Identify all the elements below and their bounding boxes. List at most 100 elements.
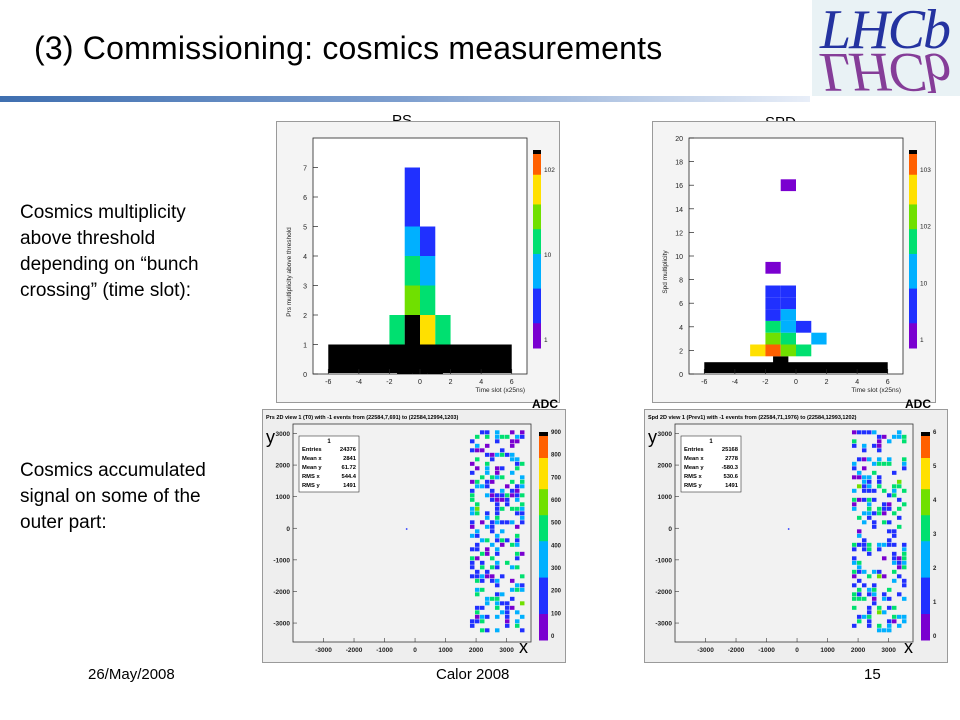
y-tick-label: 18	[675, 160, 683, 167]
stats-key: Entries	[302, 447, 322, 453]
hit-cell	[896, 560, 902, 565]
hit-cell	[504, 614, 510, 619]
hit-cell	[469, 520, 475, 525]
hit-cell	[474, 506, 480, 511]
x-tick-label: -2000	[728, 647, 745, 654]
z-tick-label: 600	[551, 498, 562, 504]
z-colorbar-segment	[909, 328, 917, 334]
z-colorbar-segment	[539, 572, 548, 579]
z-colorbar-segment	[921, 489, 930, 495]
hit-cell	[901, 556, 907, 561]
hit-cell	[891, 560, 897, 565]
histogram-bin	[404, 285, 420, 315]
z-colorbar-segment	[539, 603, 548, 610]
hit-cell	[896, 430, 902, 435]
z-colorbar-segment	[909, 278, 917, 285]
stats-key: Mean y	[302, 465, 322, 471]
histogram-bin	[780, 179, 796, 192]
hit-cell	[896, 614, 902, 619]
z-colorbar-segment	[539, 504, 548, 511]
hit-cell	[856, 457, 862, 462]
z-colorbar-segment	[909, 239, 917, 245]
hit-cell	[866, 587, 872, 592]
adc-label-line: ADC	[532, 397, 558, 411]
hit-cell	[519, 587, 525, 592]
hit-cell	[851, 605, 857, 610]
hit-cell	[499, 538, 505, 543]
histogram-bin	[389, 315, 405, 345]
hit-cell	[479, 628, 485, 633]
hit-cell	[469, 493, 475, 498]
z-colorbar-segment	[921, 582, 930, 589]
z-colorbar-segment	[921, 608, 930, 615]
z-colorbar-top	[921, 432, 930, 436]
y-tick-label: 6	[303, 195, 307, 202]
hit-cell	[489, 457, 495, 462]
hit-cell	[514, 457, 520, 462]
hit-cell	[469, 448, 475, 453]
histogram-bin	[765, 332, 781, 345]
logo-word: LHCb	[820, 0, 951, 61]
hit-cell	[861, 596, 867, 601]
hit-cell	[509, 542, 515, 547]
hit-cell	[474, 605, 480, 610]
hit-cell	[876, 574, 882, 579]
hit-cell	[504, 434, 510, 439]
plot-title: Prs 2D view 1 (T0) with -1 events from (…	[266, 415, 458, 421]
hit-cell	[494, 506, 500, 511]
hit-cell	[876, 628, 882, 633]
hit-cell	[861, 547, 867, 552]
hit-cell	[504, 623, 510, 628]
hit-cell	[494, 560, 500, 565]
z-colorbar-segment	[909, 234, 917, 240]
histogram-bin	[796, 320, 812, 333]
hit-cell	[856, 587, 862, 592]
hit-cell	[484, 493, 490, 498]
hit-cell	[494, 551, 500, 556]
hit-cell	[851, 443, 857, 448]
hit-cell	[901, 461, 907, 466]
x-axis-title: Time slot (x25ns)	[851, 387, 901, 394]
z-colorbar-segment	[921, 603, 930, 610]
hit-cell	[494, 538, 500, 543]
z-tick-label: 200	[551, 589, 562, 595]
z-colorbar-segment	[539, 556, 548, 563]
hit-cell	[489, 479, 495, 484]
hit-cell	[876, 448, 882, 453]
z-colorbar-segment	[539, 588, 548, 594]
hit-cell	[519, 628, 525, 633]
hit-cell	[891, 551, 897, 556]
hit-cell	[514, 466, 520, 471]
hit-cell	[499, 448, 505, 453]
text-block-accumulated: Cosmics accumulated signal on some of th…	[20, 458, 206, 536]
hit-cell	[896, 497, 902, 502]
z-colorbar-segment	[539, 546, 548, 553]
histogram-bin	[765, 344, 781, 357]
hit-cell	[871, 430, 877, 435]
y-tick-label: 12	[675, 230, 683, 237]
z-colorbar-segment	[909, 303, 917, 309]
hit-cell	[499, 466, 505, 471]
hit-cell	[851, 592, 857, 597]
hit-cell	[866, 511, 872, 516]
hit-cell	[519, 461, 525, 466]
z-colorbar-segment	[909, 318, 917, 324]
hit-cell	[474, 547, 480, 552]
x-tick-label: -4	[356, 379, 362, 386]
y-tick-label: 10	[675, 254, 683, 261]
hit-cell	[886, 493, 892, 498]
hit-cell	[866, 610, 872, 615]
hit-cell	[871, 470, 877, 475]
hit-cell	[474, 587, 480, 592]
hit-cell	[479, 605, 485, 610]
hit-cell	[861, 475, 867, 480]
hit-cell	[866, 497, 872, 502]
hit-cell	[489, 497, 495, 502]
hit-cell	[881, 596, 887, 601]
y-tick-label: 0	[286, 526, 290, 533]
z-colorbar-segment	[533, 189, 541, 196]
stats-value: 544.4	[341, 474, 356, 480]
hit-cell	[484, 614, 490, 619]
hit-cell	[891, 578, 897, 583]
z-tick-label: 102	[544, 167, 555, 174]
